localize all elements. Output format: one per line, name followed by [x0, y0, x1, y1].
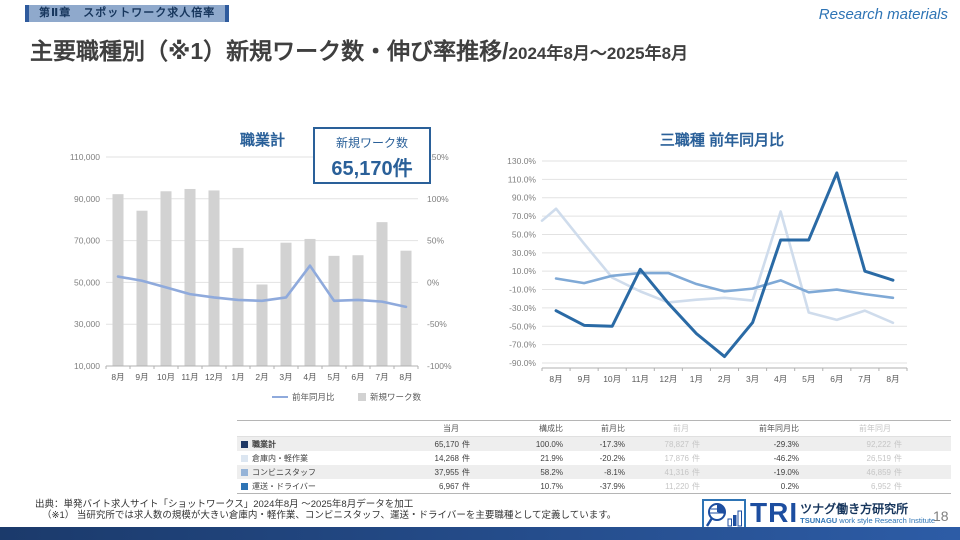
svg-text:110.0%: 110.0% — [508, 174, 537, 184]
logo-acronym: TRI — [750, 497, 799, 528]
svg-text:12月: 12月 — [659, 374, 677, 384]
svg-text:7月: 7月 — [858, 374, 871, 384]
watermark-text: Research materials — [818, 6, 948, 23]
col-header-prev: 前月 — [673, 424, 689, 433]
svg-text:100%: 100% — [427, 194, 449, 204]
svg-text:50.0%: 50.0% — [512, 229, 537, 239]
svg-text:3月: 3月 — [279, 372, 292, 382]
magnifier-chart-icon — [705, 503, 742, 527]
svg-text:6月: 6月 — [351, 372, 364, 382]
callout-value: 65,170件 — [331, 158, 413, 180]
svg-text:4月: 4月 — [774, 374, 787, 384]
svg-text:11月: 11月 — [632, 374, 649, 384]
series-swatch — [241, 482, 248, 490]
total-occupation-chart-canvas: 110,000 90,000 70,000 50,000 30,000 10,000 150… — [70, 152, 452, 402]
series-swatch — [241, 440, 248, 448]
table-row: 運送・ドライバー 6,967 件 10.7% -37.9% 11,220 件 0… — [237, 479, 951, 493]
svg-text:9月: 9月 — [135, 372, 148, 382]
page-title: 主要職種別（※1）新規ワーク数・伸び率推移/2024年8月～2025年8月 — [30, 32, 688, 66]
svg-text:8月: 8月 — [111, 372, 124, 382]
svg-text:-10.0%: -10.0% — [509, 285, 536, 295]
logo-name-jp: ツナグ働き方研究所 — [800, 502, 909, 516]
svg-text:前年同月比: 前年同月比 — [292, 392, 335, 402]
series-swatch — [241, 454, 248, 462]
svg-text:7月: 7月 — [375, 372, 388, 382]
new-work-count-callout: 新規ワーク数 65,170件 — [313, 127, 431, 184]
svg-text:10月: 10月 — [603, 374, 621, 384]
definition-note: （※1） 当研究所では求人数の規模が大きい倉庫内・軽作業、コンビニスタッフ、運送… — [42, 510, 617, 521]
svg-text:70,000: 70,000 — [74, 236, 100, 246]
svg-text:2月: 2月 — [718, 374, 731, 384]
svg-text:50%: 50% — [427, 236, 444, 246]
col-header-yoy: 前年同月比 — [759, 424, 799, 433]
svg-text:9月: 9月 — [577, 374, 590, 384]
svg-text:1月: 1月 — [690, 374, 703, 384]
page-title-period: 2024年8月～2025年8月 — [508, 44, 689, 63]
table-header-row: 当月 構成比 前月比 前月 前年同月比 前年同月 — [237, 421, 951, 437]
chapter-badge: 第Ⅱ章 スポットワーク求人倍率 — [25, 5, 230, 22]
svg-text:5月: 5月 — [802, 374, 815, 384]
svg-text:30,000: 30,000 — [74, 319, 100, 329]
svg-text:8月: 8月 — [399, 372, 412, 382]
svg-text:90.0%: 90.0% — [512, 193, 537, 203]
page-title-main: 主要職種別（※1）新規ワーク数・伸び率推移/ — [30, 38, 509, 64]
svg-text:10.0%: 10.0% — [512, 266, 537, 276]
three-occupations-chart-canvas: 130.0% 110.0% 90.0% 70.0% 50.0% 30.0% 10.0% -10… — [507, 156, 908, 384]
summary-table: 当月 構成比 前月比 前月 前年同月比 前年同月 職業計 65,170 件 10… — [237, 420, 951, 494]
table-row: 職業計 65,170 件 100.0% -17.3% 78,827 件 -29.… — [237, 437, 951, 451]
table-row: コンビニスタッフ 37,955 件 58.2% -8.1% 41,316 件 -… — [237, 465, 951, 479]
svg-text:30.0%: 30.0% — [512, 248, 537, 258]
page-number: 18 — [933, 508, 949, 524]
svg-text:8月: 8月 — [886, 374, 899, 384]
svg-text:11月: 11月 — [181, 372, 198, 382]
svg-text:110,000: 110,000 — [70, 152, 100, 162]
svg-text:1月: 1月 — [231, 372, 244, 382]
col-header-share: 構成比 — [539, 424, 563, 433]
col-header-mom: 前月比 — [601, 424, 625, 433]
svg-text:4月: 4月 — [303, 372, 316, 382]
svg-text:-100%: -100% — [427, 361, 452, 371]
svg-text:130.0%: 130.0% — [507, 156, 536, 166]
series-swatch — [241, 468, 248, 476]
svg-text:8月: 8月 — [549, 374, 562, 384]
three-occupations-yoy-chart: 130.0% 110.0% 90.0% 70.0% 50.0% 30.0% 10.0% -10… — [492, 125, 952, 420]
svg-text:5月: 5月 — [327, 372, 340, 382]
svg-text:2月: 2月 — [255, 372, 268, 382]
svg-text:70.0%: 70.0% — [512, 211, 537, 221]
svg-text:3月: 3月 — [746, 374, 759, 384]
logo-name-en: TSUNAGU work style Research Institute — [800, 516, 936, 525]
callout-label: 新規ワーク数 — [335, 136, 408, 150]
svg-text:-50%: -50% — [427, 319, 447, 329]
col-header-prev-year: 前年同月 — [859, 424, 891, 433]
tsunagu-logo: TRI ツナグ働き方研究所 TSUNAGU work style Researc… — [702, 499, 935, 533]
svg-text:10,000: 10,000 — [74, 361, 100, 371]
svg-text:-50.0%: -50.0% — [509, 321, 536, 331]
svg-text:12月: 12月 — [205, 372, 223, 382]
svg-text:新規ワーク数: 新規ワーク数 — [370, 392, 422, 402]
svg-text:90,000: 90,000 — [74, 194, 100, 204]
table-row: 倉庫内・軽作業 14,268 件 21.9% -20.2% 17,876 件 -… — [237, 451, 951, 465]
svg-text:0%: 0% — [427, 277, 440, 287]
svg-text:50,000: 50,000 — [74, 277, 100, 287]
source-note: 出典：単発バイト求人サイト「ショットワークス」2024年8月 ～2025年8月デ… — [35, 499, 414, 510]
svg-text:150%: 150% — [427, 152, 449, 162]
svg-text:6月: 6月 — [830, 374, 843, 384]
svg-text:10月: 10月 — [157, 372, 175, 382]
bottom-accent-bar — [0, 527, 960, 540]
svg-text:-90.0%: -90.0% — [509, 358, 536, 368]
svg-text:-70.0%: -70.0% — [509, 340, 536, 350]
svg-text:-30.0%: -30.0% — [509, 303, 536, 313]
col-header-current: 当月 — [443, 424, 459, 433]
